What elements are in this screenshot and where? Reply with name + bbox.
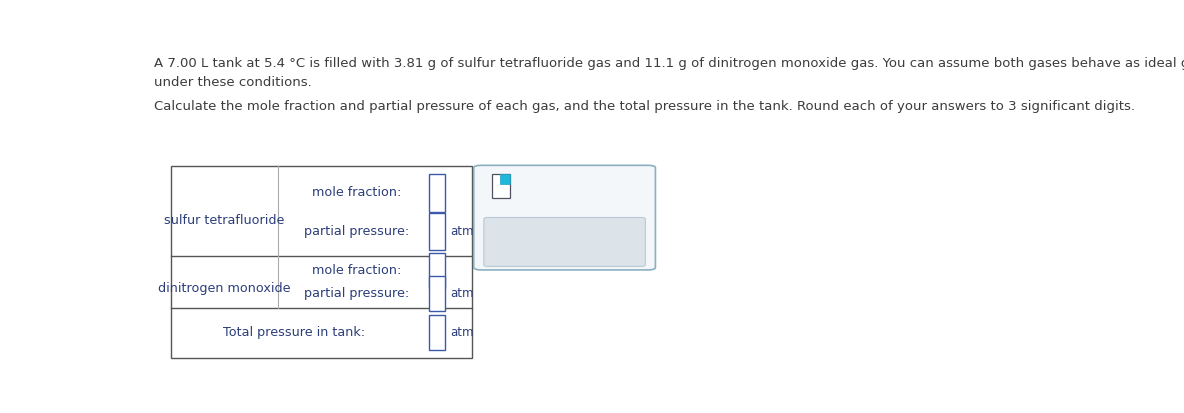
FancyBboxPatch shape [429, 316, 445, 350]
Text: partial pressure:: partial pressure: [304, 287, 410, 300]
FancyBboxPatch shape [501, 174, 510, 185]
Text: ↺: ↺ [591, 233, 605, 251]
FancyBboxPatch shape [429, 253, 445, 288]
Text: x10: x10 [516, 180, 535, 191]
Text: atm: atm [450, 326, 474, 339]
Text: atm: atm [450, 287, 474, 300]
Text: ×: × [523, 233, 539, 251]
Text: Total pressure in tank:: Total pressure in tank: [223, 326, 365, 339]
FancyBboxPatch shape [429, 173, 445, 212]
FancyBboxPatch shape [484, 218, 645, 266]
FancyBboxPatch shape [493, 174, 510, 197]
Text: dinitrogen monoxide: dinitrogen monoxide [159, 282, 291, 295]
Text: mole fraction:: mole fraction: [313, 264, 401, 277]
FancyBboxPatch shape [429, 276, 445, 311]
Text: sulfur tetrafluoride: sulfur tetrafluoride [165, 214, 285, 227]
FancyBboxPatch shape [429, 213, 445, 249]
Text: mole fraction:: mole fraction: [313, 186, 401, 199]
FancyBboxPatch shape [474, 165, 656, 270]
Text: A 7.00 L tank at 5.4 °C is filled with 3.81 g of sulfur tetrafluoride gas and 11: A 7.00 L tank at 5.4 °C is filled with 3… [154, 57, 1184, 69]
Text: Calculate the mole fraction and partial pressure of each gas, and the total pres: Calculate the mole fraction and partial … [154, 100, 1135, 114]
Text: partial pressure:: partial pressure: [304, 225, 410, 238]
Text: under these conditions.: under these conditions. [154, 76, 313, 89]
Text: atm: atm [450, 225, 474, 238]
